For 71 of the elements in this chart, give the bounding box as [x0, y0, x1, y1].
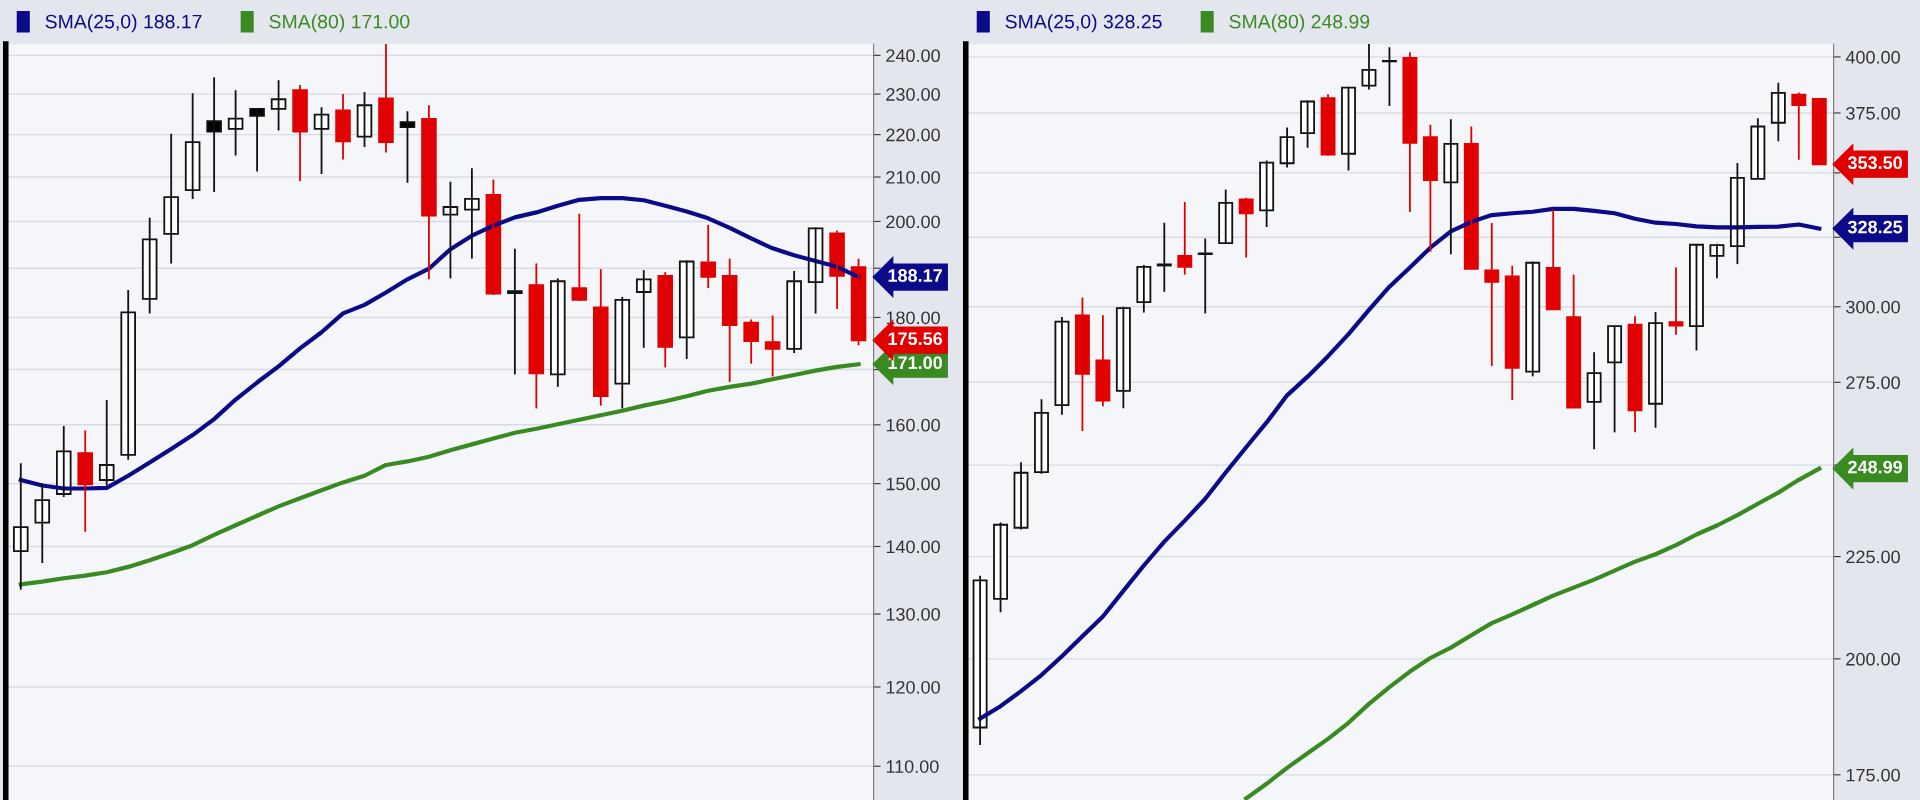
- candlestick: [1074, 296, 1090, 432]
- y-tick-label: 120.00: [886, 680, 940, 694]
- y-tick-label: 200.00: [1846, 652, 1900, 666]
- candlestick: [1607, 325, 1623, 434]
- line-series: [18, 362, 861, 587]
- y-tick-label: 375.00: [1846, 106, 1900, 120]
- candlestick: [378, 44, 394, 154]
- y-tick-label: 160.00: [886, 418, 940, 432]
- y-tick-label: 225.00: [1846, 550, 1900, 564]
- candlestick: [635, 269, 652, 349]
- candlestick: [270, 79, 287, 132]
- legend-label: SMA(25,0) 328.25: [1005, 14, 1162, 33]
- candlestick: [550, 277, 566, 388]
- candlestick: [249, 107, 265, 173]
- candlestick: [700, 224, 716, 289]
- y-tick-label: 220.00: [886, 128, 940, 142]
- candlestick: [421, 104, 437, 281]
- line-series: [18, 195, 861, 491]
- text: 353.50: [1847, 156, 1902, 170]
- candlestick: [593, 268, 609, 407]
- candlestick: [120, 289, 136, 461]
- data-label: 328.25: [1847, 220, 1903, 234]
- candlestick: [1177, 200, 1193, 276]
- y-tick-label: 230.00: [886, 88, 940, 101]
- candlestick: [1034, 398, 1049, 475]
- line-series: [1244, 466, 1822, 800]
- y-tick-label: 275.00: [1846, 376, 1900, 390]
- legend-label: SMA(80) 248.99: [1229, 14, 1370, 33]
- y-tick-label: 140.00: [886, 540, 940, 554]
- line-series: [978, 206, 1822, 721]
- text: 175.56: [888, 332, 943, 346]
- candlestick: [1341, 85, 1356, 172]
- candlestick: [292, 84, 308, 182]
- y-tick-label: 210.00: [886, 170, 940, 184]
- legend-label: SMA(25,0) 188.17: [45, 14, 202, 33]
- candlestick: [206, 76, 222, 193]
- y-tick-label: 110.00: [886, 760, 939, 773]
- candlestick: [1689, 243, 1704, 352]
- candlestick: [356, 91, 373, 149]
- data-label: 188.17: [888, 269, 942, 282]
- y-tick-label: 150.00: [886, 477, 940, 491]
- candlestick: [399, 110, 416, 184]
- candlestick: [1300, 99, 1316, 149]
- legend-label: SMA(80) 171.00: [269, 14, 410, 33]
- candlestick: [786, 270, 802, 354]
- candlestick: [764, 314, 781, 378]
- candlestick: [993, 521, 1009, 614]
- candlestick: [1156, 221, 1172, 293]
- candlestick: [163, 132, 179, 265]
- candlestick: [13, 462, 29, 591]
- candlestick: [77, 429, 94, 533]
- data-label: 248.99: [1848, 460, 1903, 474]
- y-tick-label: 180.00: [886, 311, 940, 325]
- candlestick: [1586, 351, 1602, 451]
- candlestick: [1381, 46, 1397, 107]
- candlestick: [1648, 311, 1663, 429]
- data-label: 171.00: [888, 356, 942, 370]
- candlestick: [464, 167, 480, 260]
- candlestick: [1709, 242, 1725, 280]
- candlestick: [507, 247, 523, 376]
- candlestick: [442, 180, 459, 280]
- y-tick-label: 400.00: [1845, 50, 1900, 64]
- candlestick: [313, 106, 330, 175]
- candlestick: [1238, 196, 1254, 259]
- y-tick-label: 300.00: [1846, 300, 1900, 314]
- y-tick-label: 175.00: [1846, 768, 1900, 782]
- y-tick-label: 130.00: [886, 607, 940, 621]
- y-tick-label: 200.00: [886, 215, 940, 229]
- candlestick: [614, 296, 631, 410]
- y-tick-label: 240.00: [886, 49, 940, 63]
- candlestick: [657, 271, 674, 369]
